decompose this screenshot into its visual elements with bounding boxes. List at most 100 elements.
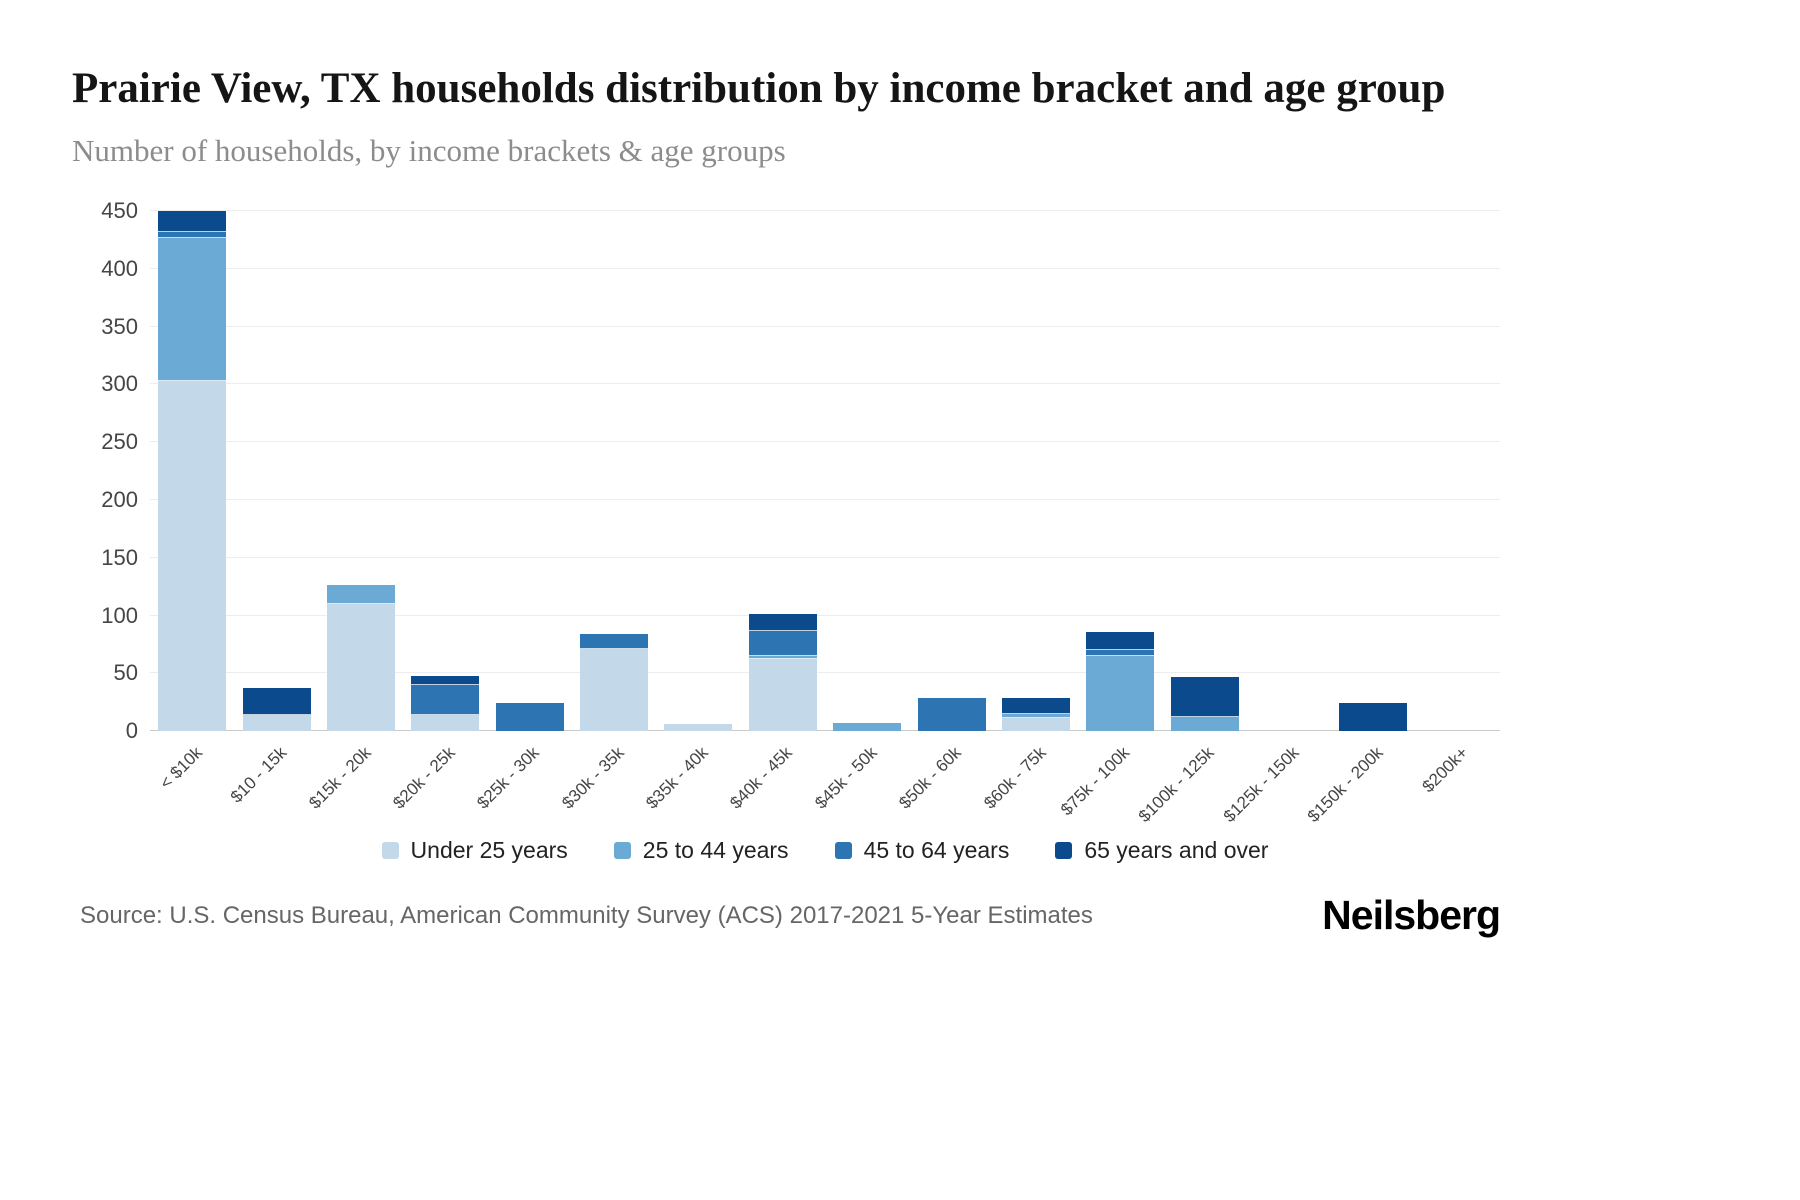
bar-segment <box>242 714 311 732</box>
stacked-bar <box>580 634 649 732</box>
bars-layer <box>150 211 1500 732</box>
gridline <box>150 383 1500 385</box>
legend-item: Under 25 years <box>381 837 568 864</box>
gridline <box>150 672 1500 674</box>
legend-label: 65 years and over <box>1084 837 1269 864</box>
x-tick-slot: $60k - 75k <box>980 731 1078 835</box>
source-note: Source: U.S. Census Bureau, American Com… <box>80 901 1093 929</box>
gridline <box>150 614 1500 616</box>
stacked-bar <box>326 585 395 732</box>
bar-slot <box>319 211 403 732</box>
bar-segment <box>411 684 480 715</box>
x-tick-slot: $50k - 60k <box>895 731 993 835</box>
x-tick-slot: $30k - 35k <box>558 731 656 835</box>
stacked-bar <box>833 722 902 732</box>
gridline <box>150 325 1500 327</box>
bar-slot <box>909 211 993 732</box>
bar-slot <box>572 211 656 732</box>
y-tick-label: 200 <box>101 486 138 512</box>
bar-slot <box>656 211 740 732</box>
bar-slot <box>488 211 572 732</box>
stacked-bar <box>1339 703 1408 732</box>
gridlines <box>150 210 1500 732</box>
stacked-bar <box>664 724 733 732</box>
legend-swatch <box>381 842 399 860</box>
bar-segment <box>1001 718 1070 732</box>
x-tick-slot: $200k+ <box>1416 731 1500 835</box>
bar-segment <box>495 703 564 732</box>
bar-segment <box>326 585 395 604</box>
bar-segment <box>1086 650 1155 656</box>
y-tick-label: 100 <box>101 602 138 628</box>
x-axis: < $10k $10 - 15k $15k - 20k $20k - 25k $25k … <box>150 731 1500 835</box>
bar-segment <box>411 675 480 685</box>
chart-title: Prairie View, TX households distribution… <box>72 65 1446 112</box>
legend-item: 45 to 64 years <box>834 837 1010 864</box>
bar-slot <box>234 211 318 732</box>
gridline <box>150 730 1500 732</box>
y-axis: 0 50 100 150 200 250 300 350 400 450 <box>80 198 150 743</box>
y-tick-label: 0 <box>125 718 138 744</box>
gridline <box>150 556 1500 558</box>
bar-segment <box>158 380 227 732</box>
bar-segment <box>242 688 311 715</box>
stacked-bar <box>411 675 480 732</box>
gridline <box>150 210 1500 212</box>
bar-slot <box>1416 211 1500 731</box>
bar-segment <box>1086 631 1155 651</box>
y-tick-label: 50 <box>113 660 138 686</box>
y-tick-label: 150 <box>101 544 138 570</box>
bar-segment <box>1170 717 1239 732</box>
bar-segment <box>1001 697 1070 714</box>
bar-segment <box>748 614 817 631</box>
bar-slot <box>825 211 909 732</box>
x-tick-slot: $20k - 25k <box>389 731 487 835</box>
x-tick-label: $200k+ <box>1418 743 1472 797</box>
x-tick-slot: < $10k <box>150 731 234 835</box>
footer: Source: U.S. Census Bureau, American Com… <box>80 892 1501 939</box>
bar-slot <box>994 211 1078 732</box>
bar-segment <box>748 659 817 732</box>
bar-segment <box>580 649 649 732</box>
bar-slot <box>1163 211 1247 732</box>
gridline <box>150 441 1500 443</box>
stacked-bar <box>917 697 986 732</box>
bar-segment <box>158 231 227 238</box>
bar-segment <box>1170 676 1239 718</box>
x-tick-slot: $35k - 40k <box>642 731 740 835</box>
y-tick-label: 400 <box>101 255 138 281</box>
stacked-bar <box>242 688 311 732</box>
x-tick-label: < $10k <box>155 743 206 793</box>
legend-item: 25 to 44 years <box>613 837 789 864</box>
chart-content: Prairie View, TX households distribution… <box>0 58 1501 939</box>
bar-segment <box>158 211 227 232</box>
legend-swatch <box>613 842 631 860</box>
x-tick-label: $10 - 15k <box>226 743 290 807</box>
gridline <box>150 267 1500 269</box>
x-tick-slot: $10 - 15k <box>226 731 318 835</box>
bar-slot <box>1078 211 1162 732</box>
bar-segment <box>664 724 733 732</box>
chart-subtitle: Number of households, by income brackets… <box>72 133 786 169</box>
bar-slot <box>1247 211 1331 731</box>
gridline <box>150 498 1500 500</box>
stacked-bar <box>1001 697 1070 732</box>
bar-segment <box>748 655 817 660</box>
plot-area <box>150 210 1500 732</box>
bar-segment <box>158 237 227 381</box>
x-tick-slot: $25k - 30k <box>474 731 572 835</box>
y-tick-label: 350 <box>101 313 138 339</box>
y-tick-label: 250 <box>101 429 138 455</box>
bar-slot <box>1331 211 1415 732</box>
legend-label: 45 to 64 years <box>863 837 1010 864</box>
bar-segment <box>1086 655 1155 732</box>
bar-chart: 0 50 100 150 200 250 300 350 400 450 <box>80 198 1500 743</box>
bar-segment <box>326 603 395 732</box>
x-tick-slot: $40k - 45k <box>727 731 825 835</box>
y-tick-label: 300 <box>101 371 138 397</box>
legend-swatch <box>1055 842 1073 860</box>
x-tick-slot: $45k - 50k <box>811 731 909 835</box>
stacked-bar <box>495 703 564 732</box>
bar-segment <box>1001 713 1070 719</box>
